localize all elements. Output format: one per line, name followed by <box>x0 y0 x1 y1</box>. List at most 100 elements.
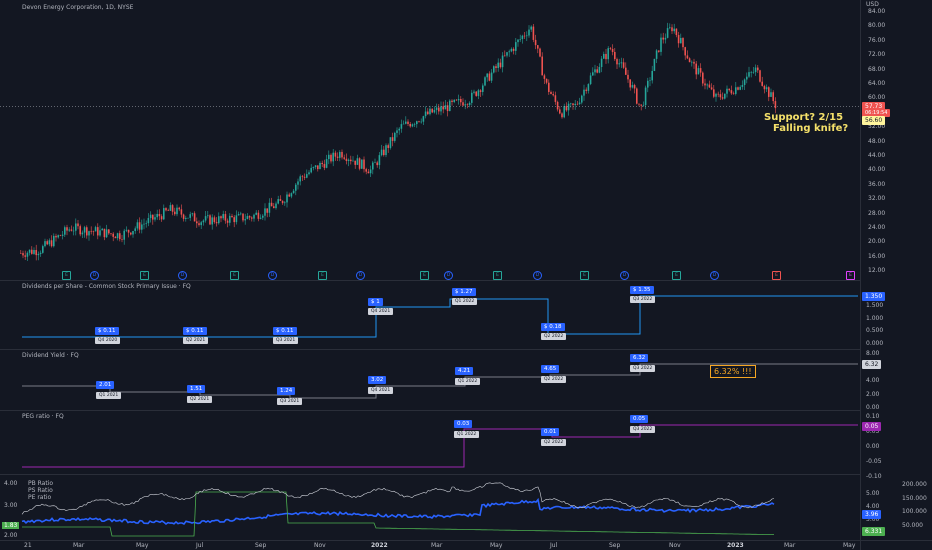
candle-body <box>427 111 429 115</box>
legend-pe: PE ratio <box>28 494 52 501</box>
candle-body <box>567 103 570 111</box>
candle-body <box>341 151 343 158</box>
candle-body <box>418 121 420 122</box>
candle-body <box>552 94 554 96</box>
dividend-value-label: $ 1 <box>368 298 383 306</box>
candle-body <box>389 137 392 148</box>
candle-body <box>46 241 48 245</box>
candle-body <box>37 253 40 256</box>
candle-body <box>347 159 350 162</box>
candle-body <box>402 123 405 125</box>
candle-body <box>174 211 176 215</box>
last-price-tag: 57.73 <box>862 102 886 111</box>
ratio-right-tick: 150.000 <box>902 494 927 502</box>
candle-body <box>149 214 152 219</box>
price-axis[interactable] <box>860 0 932 550</box>
yield-note: 6.32% !!! <box>710 365 756 378</box>
candle-body <box>411 124 414 127</box>
candle-body <box>768 87 770 97</box>
candle-body <box>215 222 218 224</box>
candle-body <box>394 132 396 141</box>
candle-body <box>72 230 75 232</box>
candle-body <box>312 167 315 168</box>
candle-body <box>444 105 447 110</box>
candle-body <box>774 101 777 109</box>
candle-body <box>141 224 143 230</box>
candle-body <box>605 53 607 60</box>
candle-body <box>231 215 233 218</box>
candle-body <box>451 100 453 103</box>
candle-body <box>464 104 466 106</box>
candle-body <box>68 229 70 231</box>
dividend-icon: D <box>620 271 629 280</box>
candle-body <box>504 55 506 57</box>
candle-body <box>468 102 471 105</box>
candle-body <box>499 62 502 68</box>
candle-body <box>528 29 530 36</box>
candle-body <box>550 91 552 95</box>
candle-body <box>112 233 114 237</box>
price-tick: 36.00 <box>868 180 886 188</box>
pane-divider[interactable] <box>0 280 860 281</box>
ratio-right-tick: 100.000 <box>902 508 927 515</box>
time-tick: Sep <box>609 542 621 549</box>
candle-body <box>286 194 288 203</box>
yield-quarter-label: Q1 2022 <box>455 378 481 385</box>
candle-body <box>374 162 376 164</box>
candle-body <box>695 63 697 75</box>
candle-body <box>655 50 658 59</box>
candle-body <box>647 80 649 88</box>
candle-body <box>376 162 378 166</box>
pane-divider[interactable] <box>0 410 860 411</box>
dividend-tick: 0.500 <box>866 327 884 334</box>
candle-body <box>176 207 178 215</box>
pane-divider[interactable] <box>0 474 860 475</box>
candle-body <box>420 121 422 123</box>
candle-body <box>308 172 310 175</box>
candle-body <box>633 85 636 89</box>
yield-quarter-label: Q1 2021 <box>96 392 122 399</box>
candle-body <box>244 219 246 221</box>
candle-body <box>343 157 345 159</box>
time-tick: Jul <box>550 542 558 549</box>
candle-body <box>292 190 295 194</box>
candle-body <box>275 203 277 209</box>
candle-body <box>724 93 726 99</box>
candle-body <box>578 102 581 105</box>
candle-body <box>422 116 425 122</box>
candle-body <box>697 68 700 75</box>
candle-body <box>446 105 449 112</box>
candle-body <box>765 87 768 90</box>
candle-body <box>396 130 398 133</box>
candle-body <box>543 75 546 79</box>
ratio-right-tick: 50.000 <box>902 521 923 529</box>
candle-body <box>156 213 158 218</box>
candle-body <box>510 48 513 52</box>
price-tick: 20.00 <box>868 238 886 246</box>
earnings-icon: E <box>62 271 71 280</box>
candle-body <box>710 87 713 90</box>
candle-body <box>28 249 31 253</box>
time-tick: May <box>136 542 149 549</box>
candle-body <box>587 84 590 91</box>
candle-body <box>281 200 284 204</box>
candle-body <box>728 88 730 91</box>
candle-body <box>178 207 180 210</box>
candle-body <box>622 62 625 68</box>
level-tag: 56.60 <box>862 116 886 125</box>
candle-body <box>479 90 482 92</box>
pane-divider[interactable] <box>0 349 860 350</box>
ratio-tick: 5.00 <box>866 490 880 497</box>
candle-body <box>226 220 229 223</box>
dividend-icon: D <box>710 271 719 280</box>
peg-value-label: 0.03 <box>454 420 473 428</box>
peg-tick: -0.10 <box>866 473 882 480</box>
candle-body <box>202 220 205 223</box>
candle-body <box>363 159 365 170</box>
left-tick: 4.00 <box>4 480 18 487</box>
candle-body <box>77 223 79 227</box>
candle-body <box>204 216 207 221</box>
candle-body <box>165 208 167 211</box>
candle-body <box>611 48 614 53</box>
candle-body <box>761 81 763 86</box>
